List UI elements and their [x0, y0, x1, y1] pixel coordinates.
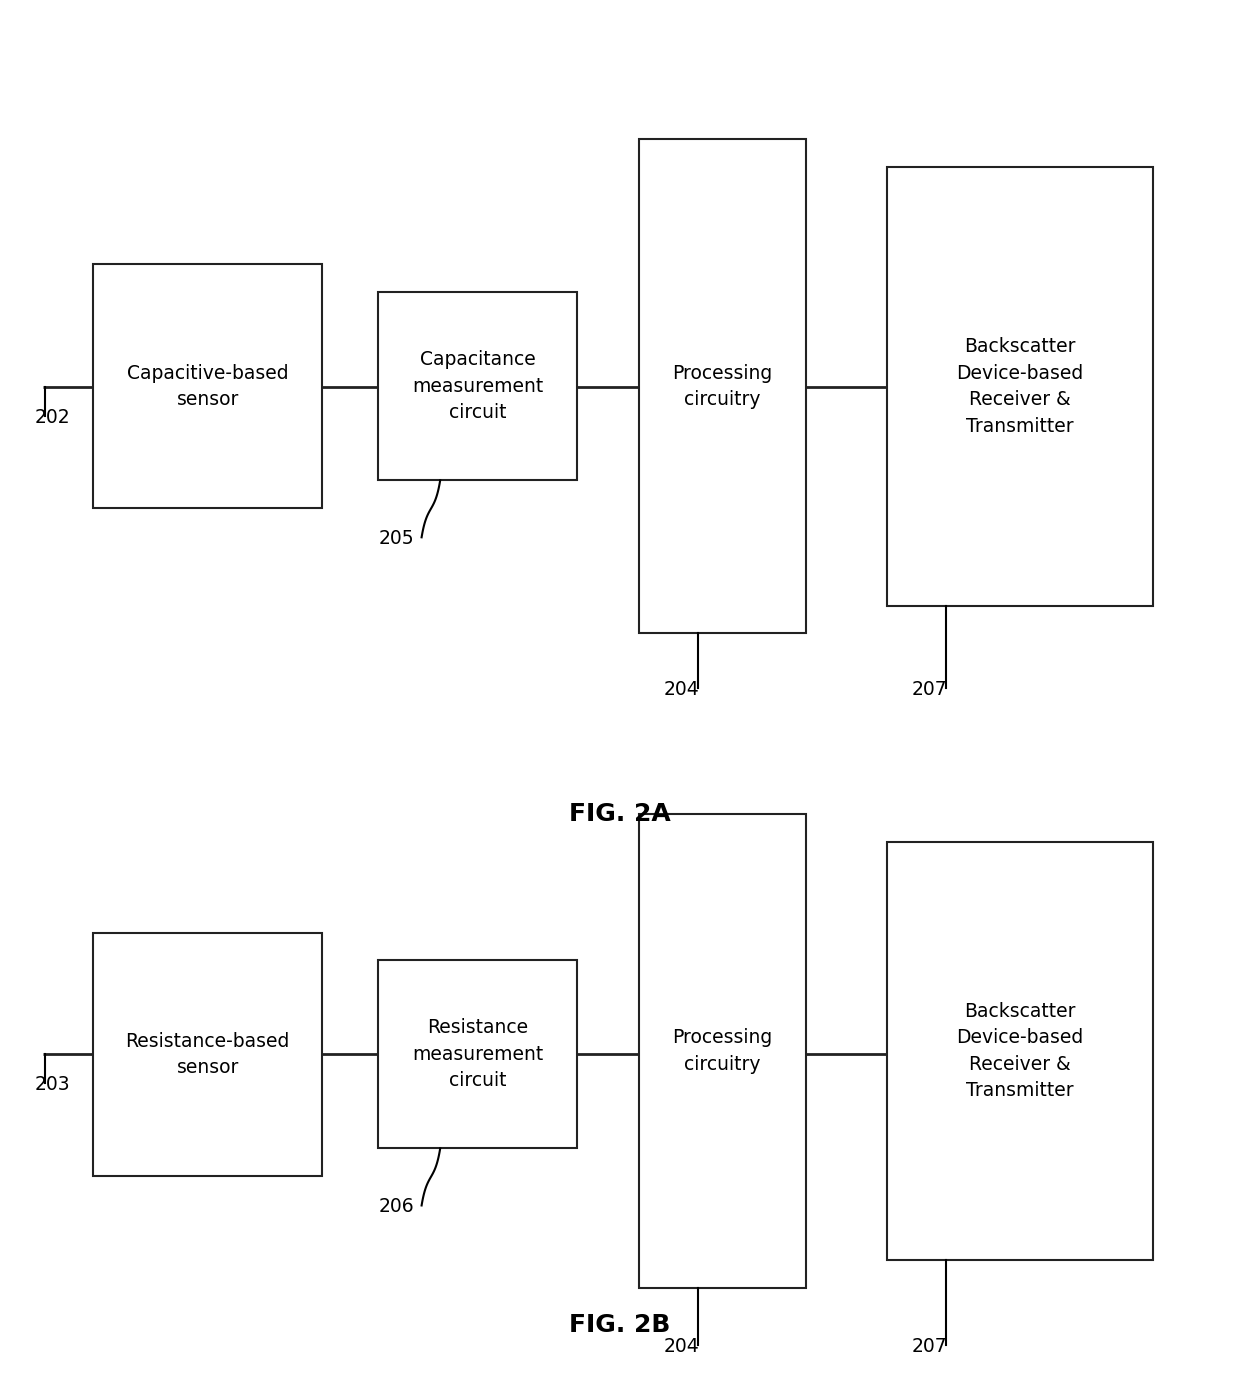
Text: 207: 207 [911, 679, 947, 699]
Text: Resistance
measurement
circuit: Resistance measurement circuit [412, 1019, 543, 1090]
Bar [639, 814, 806, 1288]
Text: Backscatter
Device-based
Receiver &
Transmitter: Backscatter Device-based Receiver & Tran… [956, 1002, 1084, 1100]
Text: FIG. 2A: FIG. 2A [569, 802, 671, 827]
Bar [378, 960, 577, 1148]
Text: FIG. 2B: FIG. 2B [569, 1313, 671, 1338]
Bar [887, 167, 1153, 606]
Text: Resistance-based
sensor: Resistance-based sensor [125, 1031, 290, 1077]
Text: Processing
circuitry: Processing circuitry [672, 1029, 773, 1073]
Text: 205: 205 [378, 529, 414, 548]
Bar [378, 292, 577, 480]
Text: 207: 207 [911, 1336, 947, 1356]
Text: 204: 204 [663, 1336, 699, 1356]
Text: Capacitive-based
sensor: Capacitive-based sensor [126, 363, 289, 409]
Text: 202: 202 [35, 408, 71, 427]
Bar [887, 842, 1153, 1260]
Text: 203: 203 [35, 1075, 71, 1094]
Bar [93, 264, 322, 508]
Text: Capacitance
measurement
circuit: Capacitance measurement circuit [412, 351, 543, 422]
Text: Backscatter
Device-based
Receiver &
Transmitter: Backscatter Device-based Receiver & Tran… [956, 337, 1084, 436]
Bar [639, 139, 806, 633]
Text: 206: 206 [378, 1197, 414, 1217]
Bar [93, 933, 322, 1176]
Text: 204: 204 [663, 679, 699, 699]
Text: Processing
circuitry: Processing circuitry [672, 363, 773, 409]
